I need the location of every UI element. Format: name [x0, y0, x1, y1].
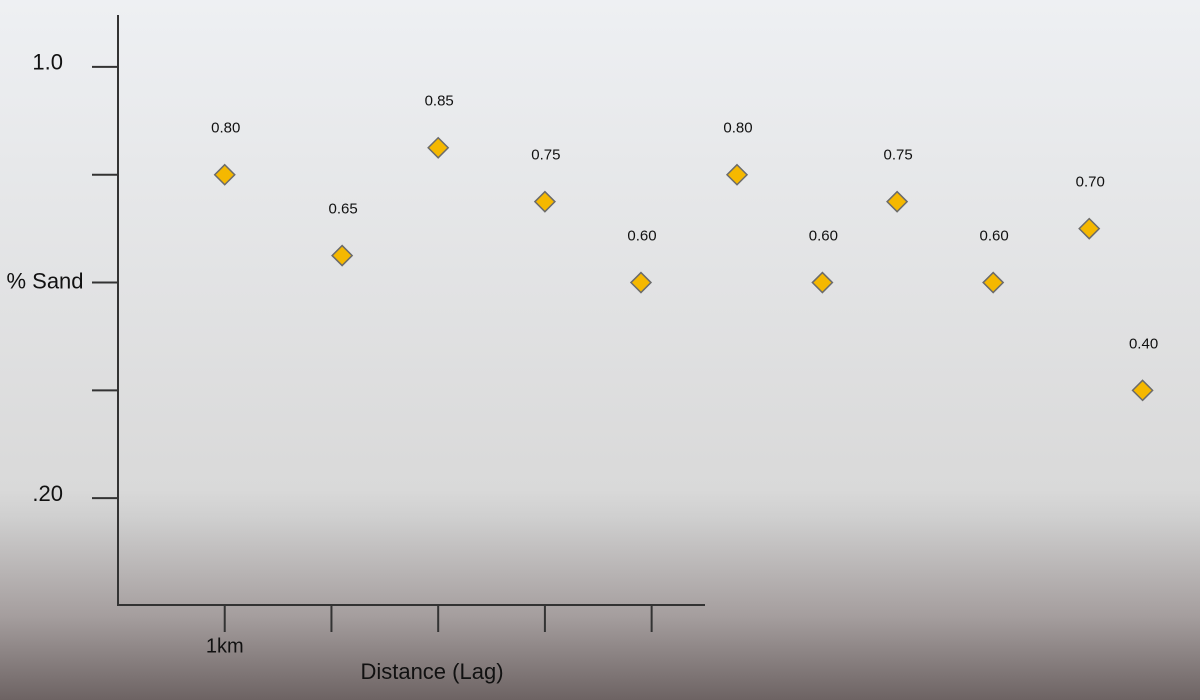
- point: [427, 136, 450, 159]
- data-label: 0.60: [627, 228, 656, 245]
- point: [331, 244, 354, 267]
- x-axis-label: Distance (Lag): [360, 659, 503, 684]
- data-label: 0.75: [531, 147, 560, 164]
- point: [982, 271, 1005, 294]
- y-axis-label: % Sand: [6, 268, 83, 293]
- point: [725, 163, 749, 186]
- point: [1131, 379, 1154, 402]
- data-label: 0.40: [1129, 335, 1158, 352]
- data-label: 0.85: [425, 93, 454, 110]
- data-label: 0.65: [329, 201, 358, 218]
- point: [886, 190, 909, 213]
- point: [533, 190, 556, 213]
- data-label: 0.75: [884, 147, 913, 164]
- y-tick-label: 1.0: [32, 50, 63, 75]
- data-label: 0.80: [211, 120, 240, 137]
- x-tick-label: 1km: [206, 635, 244, 657]
- point: [213, 163, 236, 186]
- data-label: 0.60: [980, 228, 1009, 245]
- point: [811, 271, 834, 294]
- point: [1078, 217, 1101, 240]
- point: [629, 271, 653, 294]
- y-tick-label: .20: [32, 481, 63, 506]
- data-label: 0.80: [723, 120, 752, 137]
- data-label: 0.60: [809, 228, 838, 245]
- data-label: 0.70: [1076, 174, 1105, 191]
